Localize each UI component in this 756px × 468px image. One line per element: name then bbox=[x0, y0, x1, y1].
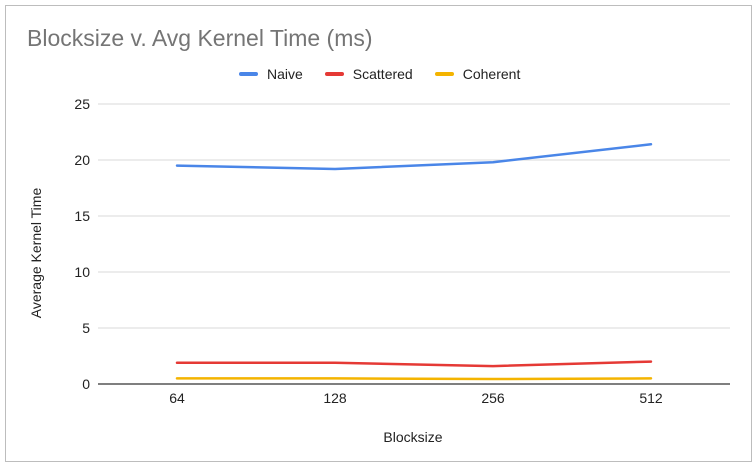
legend-item-naive[interactable]: Naive bbox=[239, 66, 303, 82]
y-tick-label-0: 0 bbox=[82, 376, 90, 392]
legend-swatch-scattered bbox=[324, 72, 344, 76]
chart-card[interactable] bbox=[5, 5, 752, 462]
x-tick-label-64: 64 bbox=[169, 390, 185, 406]
x-axis-label: Blocksize bbox=[383, 429, 443, 445]
legend-label-naive: Naive bbox=[267, 66, 303, 82]
x-tick-label-128: 128 bbox=[323, 390, 347, 406]
legend-label-coherent: Coherent bbox=[462, 66, 521, 82]
y-tick-label-10: 10 bbox=[74, 264, 90, 280]
series-line-naive[interactable] bbox=[175, 143, 653, 171]
y-tick-label-20: 20 bbox=[74, 152, 90, 168]
legend: Naive Scattered Coherent bbox=[239, 64, 542, 84]
y-tick-label-5: 5 bbox=[82, 320, 90, 336]
legend-item-scattered[interactable]: Scattered bbox=[324, 66, 413, 82]
legend-item-coherent[interactable]: Coherent bbox=[434, 66, 521, 82]
series-line-scattered[interactable] bbox=[175, 360, 653, 368]
y-tick-label-25: 25 bbox=[74, 96, 90, 112]
legend-label-scattered: Scattered bbox=[352, 66, 413, 82]
chart-title: Blocksize v. Avg Kernel Time (ms) bbox=[27, 25, 373, 51]
legend-swatch-coherent bbox=[434, 72, 454, 76]
x-tick-label-512: 512 bbox=[639, 390, 663, 406]
x-tick-label-256: 256 bbox=[481, 390, 505, 406]
legend-swatch-naive bbox=[239, 72, 258, 76]
y-tick-label-15: 15 bbox=[74, 208, 90, 224]
series-line-coherent[interactable] bbox=[175, 377, 653, 381]
